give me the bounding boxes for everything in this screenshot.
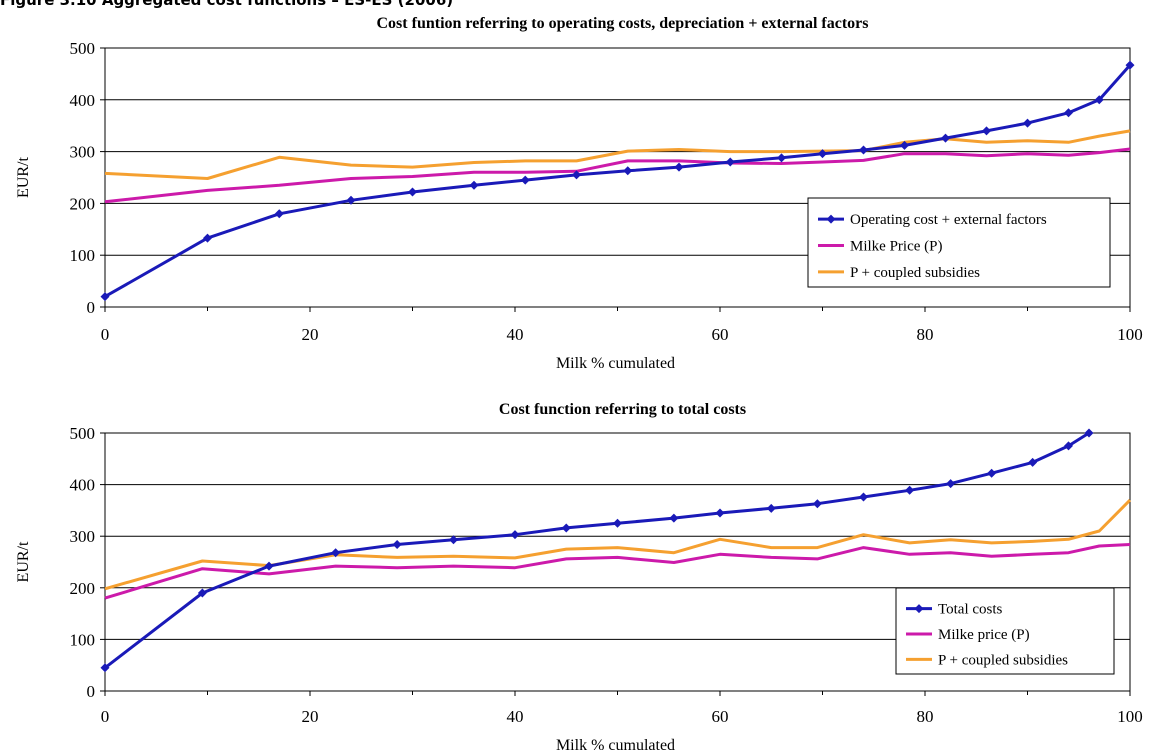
y-tick-label: 300 — [70, 527, 96, 546]
data-point — [766, 503, 776, 513]
legend-marker — [826, 214, 836, 224]
data-point — [197, 588, 207, 598]
y-tick-label: 400 — [70, 476, 96, 495]
y-tick-label: 100 — [70, 246, 96, 265]
chart-title: Cost function referring to total costs — [499, 401, 746, 418]
y-tick-label: 100 — [70, 630, 96, 649]
chart-title: Cost funtion referring to operating cost… — [377, 15, 869, 32]
data-point — [987, 468, 997, 478]
data-point — [1125, 60, 1135, 70]
data-point — [1084, 428, 1094, 438]
y-tick-label: 0 — [87, 298, 96, 317]
x-tick-label: 40 — [507, 707, 524, 726]
data-point — [941, 133, 950, 143]
series-line — [104, 431, 1090, 669]
y-tick-label: 500 — [70, 39, 96, 58]
y-tick-label: 400 — [70, 91, 96, 110]
data-point — [613, 518, 622, 528]
data-point — [1094, 95, 1104, 105]
data-point — [346, 195, 356, 205]
series-line — [104, 499, 1132, 591]
data-point — [946, 479, 956, 489]
x-tick-label: 20 — [302, 707, 319, 726]
data-point — [331, 548, 341, 558]
data-point — [1023, 118, 1032, 128]
legend-label: Milke price (P) — [938, 627, 1030, 643]
data-point — [674, 162, 684, 172]
legend-label: Total costs — [938, 602, 1003, 618]
data-point — [905, 485, 915, 495]
x-tick-label: 40 — [507, 325, 524, 344]
x-tick-label: 0 — [101, 325, 110, 344]
data-point — [469, 180, 479, 190]
data-point — [572, 170, 581, 180]
legend-marker — [914, 604, 924, 614]
x-tick-label: 60 — [712, 707, 729, 726]
x-tick-label: 80 — [917, 325, 934, 344]
data-point — [859, 492, 868, 502]
x-tick-label: 100 — [1117, 707, 1143, 726]
data-point — [1064, 441, 1073, 451]
data-point — [669, 513, 679, 523]
y-tick-label: 200 — [70, 579, 96, 598]
data-point — [777, 153, 786, 163]
legend-box — [895, 587, 1115, 675]
data-point — [812, 499, 822, 509]
legend: Operating cost + external factors Milke P… — [807, 197, 1111, 288]
x-tick-label: 100 — [1117, 325, 1143, 344]
data-point — [449, 535, 458, 545]
data-point — [623, 166, 633, 176]
data-point — [1028, 457, 1038, 467]
chart-2: Cost function referring to total costs 0 1… — [15, 401, 1143, 754]
data-point — [203, 233, 212, 243]
data-point — [520, 175, 530, 185]
x-axis-label: Milk % cumulated — [556, 355, 675, 372]
data-point — [818, 149, 827, 159]
data-point — [100, 292, 110, 302]
data-point — [408, 187, 417, 197]
y-tick-label: 500 — [70, 424, 96, 443]
legend-label: Milke Price (P) — [850, 239, 942, 255]
y-tick-label: 200 — [70, 194, 96, 213]
legend-label: Operating cost + external factors — [850, 212, 1047, 228]
data-point — [392, 539, 402, 549]
data-point — [561, 523, 571, 533]
x-tick-label: 80 — [917, 707, 934, 726]
legend-label: P + coupled subsidies — [938, 652, 1068, 668]
y-axis-label: EUR/t — [15, 541, 32, 582]
data-point — [982, 126, 991, 136]
data-point — [510, 530, 520, 540]
series-line — [104, 147, 1131, 204]
x-tick-label: 20 — [302, 325, 319, 344]
data-point — [859, 145, 868, 155]
data-point — [100, 663, 110, 673]
data-point — [1064, 108, 1073, 118]
y-tick-label: 300 — [70, 143, 96, 162]
x-tick-label: 0 — [101, 707, 110, 726]
chart-1: Cost funtion referring to operating cost… — [15, 15, 1143, 372]
y-tick-label: 0 — [87, 682, 96, 701]
x-axis-label: Milk % cumulated — [556, 737, 675, 754]
series-line — [104, 129, 1131, 180]
data-point — [264, 561, 274, 571]
data-point — [274, 209, 284, 219]
legend: Total costs Milke price (P) P + coupled su… — [895, 587, 1115, 675]
legend-box — [807, 197, 1111, 288]
legend-label: P + coupled subsidies — [850, 265, 980, 281]
data-point — [900, 140, 909, 150]
data-point — [725, 157, 735, 167]
figure-caption: Figure 3.10 Aggregated cost functions – … — [0, 0, 454, 9]
x-tick-label: 60 — [712, 325, 729, 344]
data-point — [715, 508, 725, 518]
y-axis-label: EUR/t — [15, 157, 32, 198]
series-line — [104, 543, 1131, 600]
